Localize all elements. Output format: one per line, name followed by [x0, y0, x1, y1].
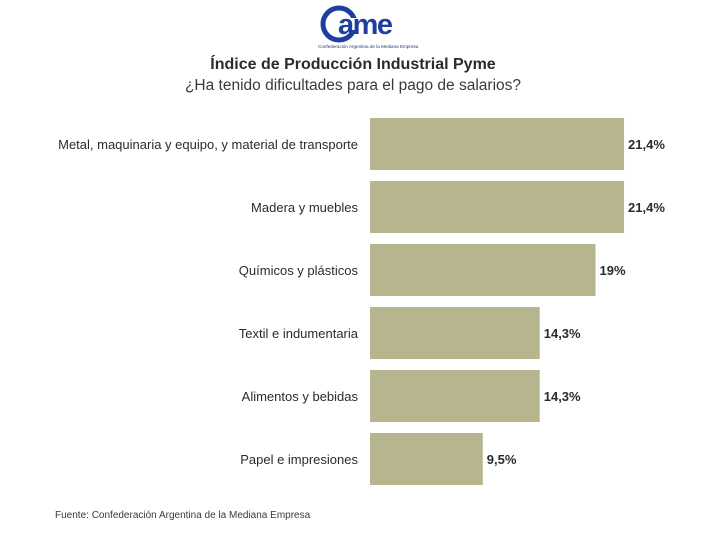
- value-label: 14,3%: [544, 389, 581, 404]
- bar: [370, 118, 625, 170]
- category-label: Madera y muebles: [251, 200, 358, 215]
- bar: [370, 370, 540, 422]
- came-logo: ame Confederación Argentina de la Median…: [318, 4, 418, 52]
- chart-title: Índice de Producción Industrial Pyme: [210, 56, 496, 73]
- value-label: 21,4%: [628, 200, 665, 215]
- category-label: Alimentos y bebidas: [242, 389, 359, 404]
- bar: [370, 433, 483, 485]
- bar-chart: Metal, maquinaria y equipo, y material d…: [58, 118, 665, 485]
- category-label: Textil e indumentaria: [239, 326, 359, 341]
- category-label: Papel e impresiones: [240, 452, 358, 467]
- value-label: 19%: [600, 263, 626, 278]
- category-label: Químicos y plásticos: [239, 263, 359, 278]
- category-label: Metal, maquinaria y equipo, y material d…: [58, 137, 358, 152]
- logo-tagline: Confederación Argentina de la Mediana Em…: [318, 44, 419, 49]
- value-label: 14,3%: [544, 326, 581, 341]
- bar: [370, 181, 625, 233]
- value-label: 9,5%: [487, 452, 517, 467]
- value-label: 21,4%: [628, 137, 665, 152]
- came-logo-mark: ame: [320, 5, 394, 43]
- logo-wordmark: ame: [338, 9, 393, 41]
- source-note: Fuente: Confederación Argentina de la Me…: [55, 510, 311, 521]
- bar: [370, 307, 540, 359]
- bar: [370, 244, 596, 296]
- logo-ring-gap: [347, 18, 359, 30]
- chart-subtitle: ¿Ha tenido dificultades para el pago de …: [184, 77, 522, 94]
